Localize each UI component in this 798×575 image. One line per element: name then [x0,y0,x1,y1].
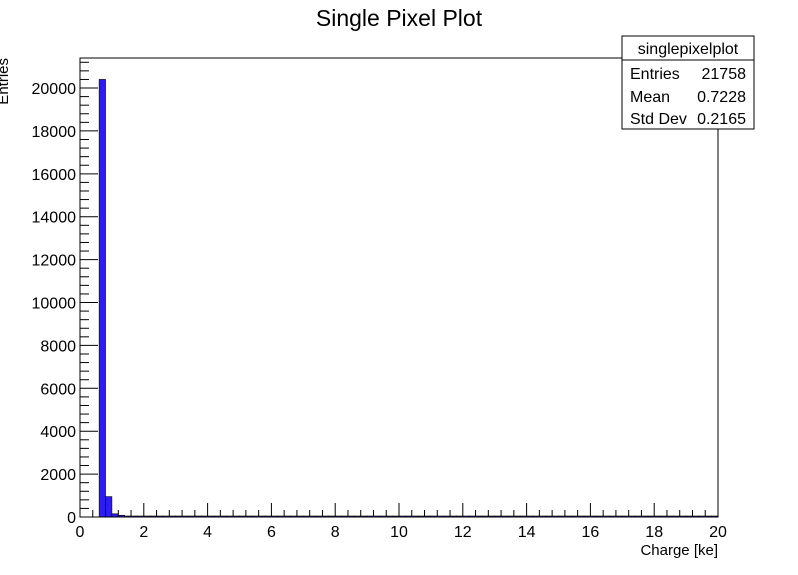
x-tick-label: 14 [518,524,536,541]
y-tick-label: 2000 [40,467,76,484]
y-axis: 0 2000 4000 6000 8000 10000 12000 14000 16000 180… [32,61,98,527]
x-tick-label: 12 [454,524,472,541]
y-tick-label: 18000 [32,124,77,141]
x-axis: 0 2 4 6 8 10 12 14 16 18 20 [76,503,727,541]
stats-box: singlepixelplot Entries 21758 Mean 0.722… [621,35,755,130]
x-tick-label: 0 [76,524,85,541]
x-tick-label: 20 [709,524,727,541]
chart-title: Single Pixel Plot [316,5,483,31]
x-tick-label: 4 [203,524,212,541]
stats-mean-value: 0.7228 [697,89,746,106]
x-tick-label: 2 [139,524,148,541]
y-tick-label: 4000 [40,424,76,441]
stats-stddev-value: 0.2165 [697,111,746,128]
y-tick-label: 12000 [32,253,77,270]
x-tick-label: 8 [331,524,340,541]
stats-entries-value: 21758 [702,66,747,83]
x-tick-label: 16 [582,524,600,541]
x-tick-label: 18 [645,524,663,541]
stats-box-name: singlepixelplot [638,41,739,58]
x-tick-label: 6 [267,524,276,541]
stats-box-frame [621,35,755,130]
y-tick-label: 0 [67,510,76,527]
y-tick-label: 16000 [32,167,77,184]
histogram-bars [98,79,719,518]
y-axis-title: Entries [0,58,12,105]
x-axis-title: Charge [ke] [640,542,718,559]
x-tick-label: 10 [390,524,408,541]
histogram-bar [98,79,106,518]
y-tick-label: 20000 [32,81,77,98]
y-tick-label: 14000 [32,210,77,227]
stats-mean-label: Mean [630,89,670,106]
y-tick-label: 6000 [40,381,76,398]
stats-stddev-label: Std Dev [630,111,687,128]
stats-entries-label: Entries [630,66,680,83]
y-tick-label: 10000 [32,296,77,313]
y-tick-label: 8000 [40,338,76,355]
histogram-bar [105,496,113,518]
